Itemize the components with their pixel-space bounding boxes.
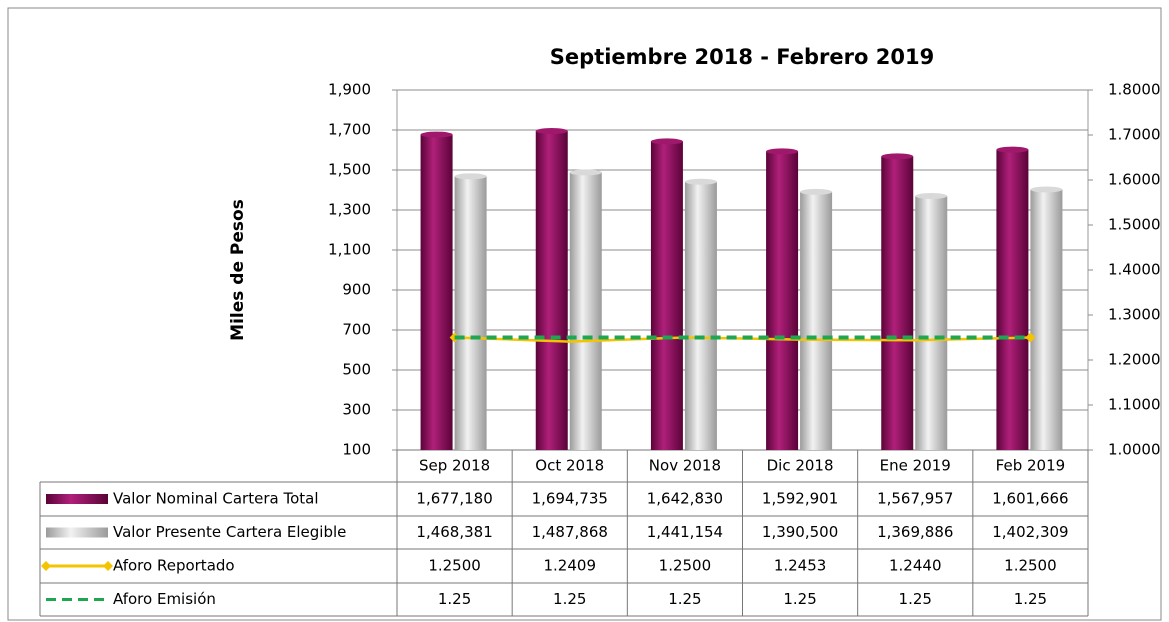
category-label: Nov 2018 <box>649 457 721 475</box>
bar <box>766 151 799 450</box>
y2-tick-label: 1.0000 <box>1108 441 1161 459</box>
table-value: 1.25 <box>1014 590 1047 608</box>
table-value: 1.25 <box>668 590 701 608</box>
y2-tick-label: 1.7000 <box>1108 126 1161 144</box>
bar <box>881 156 914 450</box>
table-value: 1,694,735 <box>532 490 608 508</box>
table-value: 1,441,154 <box>647 523 723 541</box>
y2-tick-label: 1.5000 <box>1108 216 1161 234</box>
bar <box>996 149 1029 450</box>
bar-top <box>650 138 683 145</box>
line-marker <box>1025 332 1036 343</box>
table-value: 1.25 <box>553 590 586 608</box>
bar <box>650 141 683 450</box>
bar <box>800 191 833 450</box>
legend-label: Valor Presente Cartera Elegible <box>113 523 346 541</box>
table-value: 1.25 <box>783 590 816 608</box>
chart-title: Septiembre 2018 - Febrero 2019 <box>550 45 934 69</box>
bar-top <box>766 148 799 155</box>
y-tick-label: 500 <box>342 361 371 379</box>
y2-tick-label: 1.6000 <box>1108 171 1161 189</box>
bar-top <box>454 173 487 180</box>
table-value: 1,567,957 <box>877 490 953 508</box>
bar-top <box>569 169 602 176</box>
table-value: 1.2440 <box>889 557 942 575</box>
y2-tick-label: 1.2000 <box>1108 351 1161 369</box>
bar <box>420 134 453 450</box>
legend-label: Aforo Emisión <box>113 590 216 608</box>
bar <box>1030 189 1063 450</box>
table-value: 1.2453 <box>774 557 827 575</box>
bar-top <box>996 146 1029 153</box>
table-value: 1.2500 <box>659 557 712 575</box>
table-value: 1,468,381 <box>416 523 492 541</box>
legend-marker <box>103 561 113 571</box>
table-value: 1,592,901 <box>762 490 838 508</box>
legend-swatch <box>46 494 108 504</box>
y2-tick-label: 1.8000 <box>1108 81 1161 99</box>
table-value: 1.2500 <box>428 557 481 575</box>
y-tick-label: 300 <box>342 401 371 419</box>
legend-marker <box>41 561 51 571</box>
table-value: 1.25 <box>899 590 932 608</box>
y2-tick-label: 1.3000 <box>1108 306 1161 324</box>
bar-top <box>800 188 833 195</box>
table-value: 1,677,180 <box>416 490 492 508</box>
category-label: Oct 2018 <box>535 457 604 475</box>
bar-top <box>420 131 453 138</box>
table-value: 1,390,500 <box>762 523 838 541</box>
table-value: 1,487,868 <box>532 523 608 541</box>
legend-label: Aforo Reportado <box>113 557 235 575</box>
y-axis-label: Miles de Pesos <box>228 199 248 341</box>
category-label: Dic 2018 <box>767 457 834 475</box>
y2-tick-label: 1.1000 <box>1108 396 1161 414</box>
bar-top <box>535 128 568 135</box>
legend-swatch <box>46 527 108 538</box>
y-tick-label: 900 <box>342 281 371 299</box>
y-tick-label: 1,700 <box>328 121 371 139</box>
bar <box>915 196 948 450</box>
bar-top <box>881 153 914 160</box>
y-tick-label: 100 <box>342 441 371 459</box>
bar-top <box>915 193 948 200</box>
table-value: 1.2500 <box>1004 557 1057 575</box>
y-tick-label: 1,100 <box>328 241 371 259</box>
category-label: Feb 2019 <box>996 457 1066 475</box>
table-value: 1.2409 <box>544 557 597 575</box>
bar-top <box>1030 186 1063 193</box>
legend-label: Valor Nominal Cartera Total <box>113 490 318 508</box>
category-label: Sep 2018 <box>419 457 490 475</box>
y-tick-label: 1,300 <box>328 201 371 219</box>
table-value: 1,402,309 <box>992 523 1068 541</box>
bar-top <box>684 178 717 185</box>
bar <box>454 176 487 451</box>
table-value: 1.25 <box>438 590 471 608</box>
bar <box>684 181 717 450</box>
table-value: 1,369,886 <box>877 523 953 541</box>
y-tick-label: 1,500 <box>328 161 371 179</box>
y-tick-label: 700 <box>342 321 371 339</box>
line <box>454 336 1031 343</box>
bar <box>535 131 568 451</box>
bar <box>569 172 602 451</box>
y2-tick-label: 1.4000 <box>1108 261 1161 279</box>
table-value: 1,601,666 <box>992 490 1068 508</box>
category-label: Ene 2019 <box>880 457 951 475</box>
y-tick-label: 1,900 <box>328 81 371 99</box>
table-value: 1,642,830 <box>647 490 723 508</box>
